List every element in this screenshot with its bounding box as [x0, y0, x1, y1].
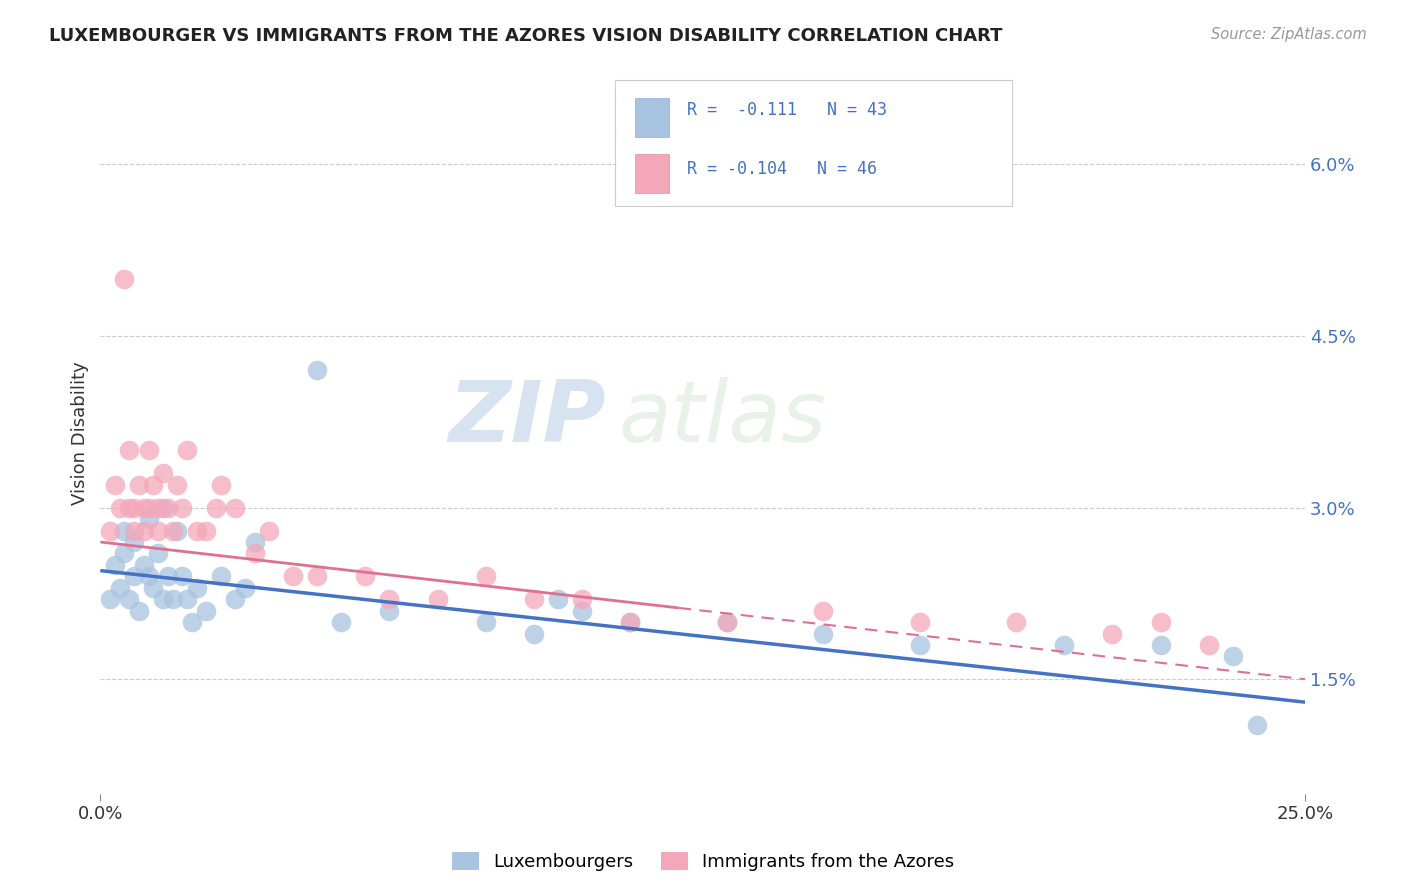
Point: [132, 524, 155, 538]
Point: [205, 500, 228, 515]
Point: [257, 524, 280, 538]
Point: [118, 500, 141, 515]
Point: [523, 592, 546, 607]
Point: [176, 592, 198, 607]
Point: [1005, 615, 1028, 629]
Point: [1053, 638, 1076, 652]
Point: [156, 500, 179, 515]
Point: [547, 592, 569, 607]
Point: [122, 500, 145, 515]
FancyBboxPatch shape: [636, 97, 669, 137]
Point: [571, 604, 593, 618]
Point: [142, 478, 165, 492]
Point: [1101, 626, 1123, 640]
Point: [166, 524, 188, 538]
Point: [1246, 718, 1268, 732]
Point: [148, 546, 170, 560]
Text: R =  -0.111   N = 43: R = -0.111 N = 43: [688, 101, 887, 119]
Point: [166, 478, 188, 492]
Point: [152, 592, 174, 607]
Point: [138, 569, 160, 583]
Point: [128, 604, 150, 618]
Point: [1149, 615, 1171, 629]
Text: LUXEMBOURGER VS IMMIGRANTS FROM THE AZORES VISION DISABILITY CORRELATION CHART: LUXEMBOURGER VS IMMIGRANTS FROM THE AZOR…: [49, 27, 1002, 45]
Point: [571, 592, 593, 607]
Point: [138, 443, 160, 458]
Legend: Luxembourgers, Immigrants from the Azores: Luxembourgers, Immigrants from the Azore…: [444, 845, 962, 879]
Point: [148, 524, 170, 538]
Point: [716, 615, 738, 629]
Point: [908, 615, 931, 629]
Point: [132, 500, 155, 515]
Point: [138, 500, 160, 515]
Point: [142, 581, 165, 595]
Point: [152, 467, 174, 481]
Point: [1149, 638, 1171, 652]
Point: [114, 272, 136, 286]
Point: [114, 524, 136, 538]
Point: [224, 592, 246, 607]
Point: [172, 500, 194, 515]
Point: [811, 604, 834, 618]
Text: Source: ZipAtlas.com: Source: ZipAtlas.com: [1211, 27, 1367, 42]
Point: [619, 615, 641, 629]
Point: [243, 535, 266, 549]
Point: [1222, 649, 1244, 664]
Point: [132, 558, 155, 572]
Point: [1198, 638, 1220, 652]
Point: [122, 524, 145, 538]
Point: [108, 581, 131, 595]
Point: [114, 546, 136, 560]
Point: [475, 569, 498, 583]
Point: [180, 615, 202, 629]
Point: [104, 478, 127, 492]
Point: [186, 524, 208, 538]
Point: [209, 569, 232, 583]
FancyBboxPatch shape: [614, 80, 1012, 206]
Point: [122, 569, 145, 583]
Point: [118, 443, 141, 458]
Point: [378, 592, 401, 607]
Point: [186, 581, 208, 595]
Point: [138, 512, 160, 526]
Point: [162, 524, 184, 538]
Text: ZIP: ZIP: [449, 377, 606, 460]
Point: [354, 569, 377, 583]
Point: [243, 546, 266, 560]
Point: [122, 535, 145, 549]
Text: atlas: atlas: [619, 377, 827, 460]
Point: [98, 592, 121, 607]
Point: [176, 443, 198, 458]
Point: [104, 558, 127, 572]
Point: [619, 615, 641, 629]
Point: [716, 615, 738, 629]
Point: [307, 569, 329, 583]
Text: R = -0.104   N = 46: R = -0.104 N = 46: [688, 161, 877, 178]
Point: [811, 626, 834, 640]
Point: [209, 478, 232, 492]
Y-axis label: Vision Disability: Vision Disability: [72, 361, 89, 505]
Point: [378, 604, 401, 618]
Point: [330, 615, 353, 629]
FancyBboxPatch shape: [636, 153, 669, 194]
Point: [156, 569, 179, 583]
Point: [148, 500, 170, 515]
Point: [118, 592, 141, 607]
Point: [475, 615, 498, 629]
Point: [426, 592, 449, 607]
Point: [224, 500, 246, 515]
Point: [908, 638, 931, 652]
Point: [195, 604, 218, 618]
Point: [152, 500, 174, 515]
Point: [195, 524, 218, 538]
Point: [233, 581, 256, 595]
Point: [98, 524, 121, 538]
Point: [108, 500, 131, 515]
Point: [128, 478, 150, 492]
Point: [172, 569, 194, 583]
Point: [523, 626, 546, 640]
Point: [307, 363, 329, 377]
Point: [281, 569, 304, 583]
Point: [162, 592, 184, 607]
